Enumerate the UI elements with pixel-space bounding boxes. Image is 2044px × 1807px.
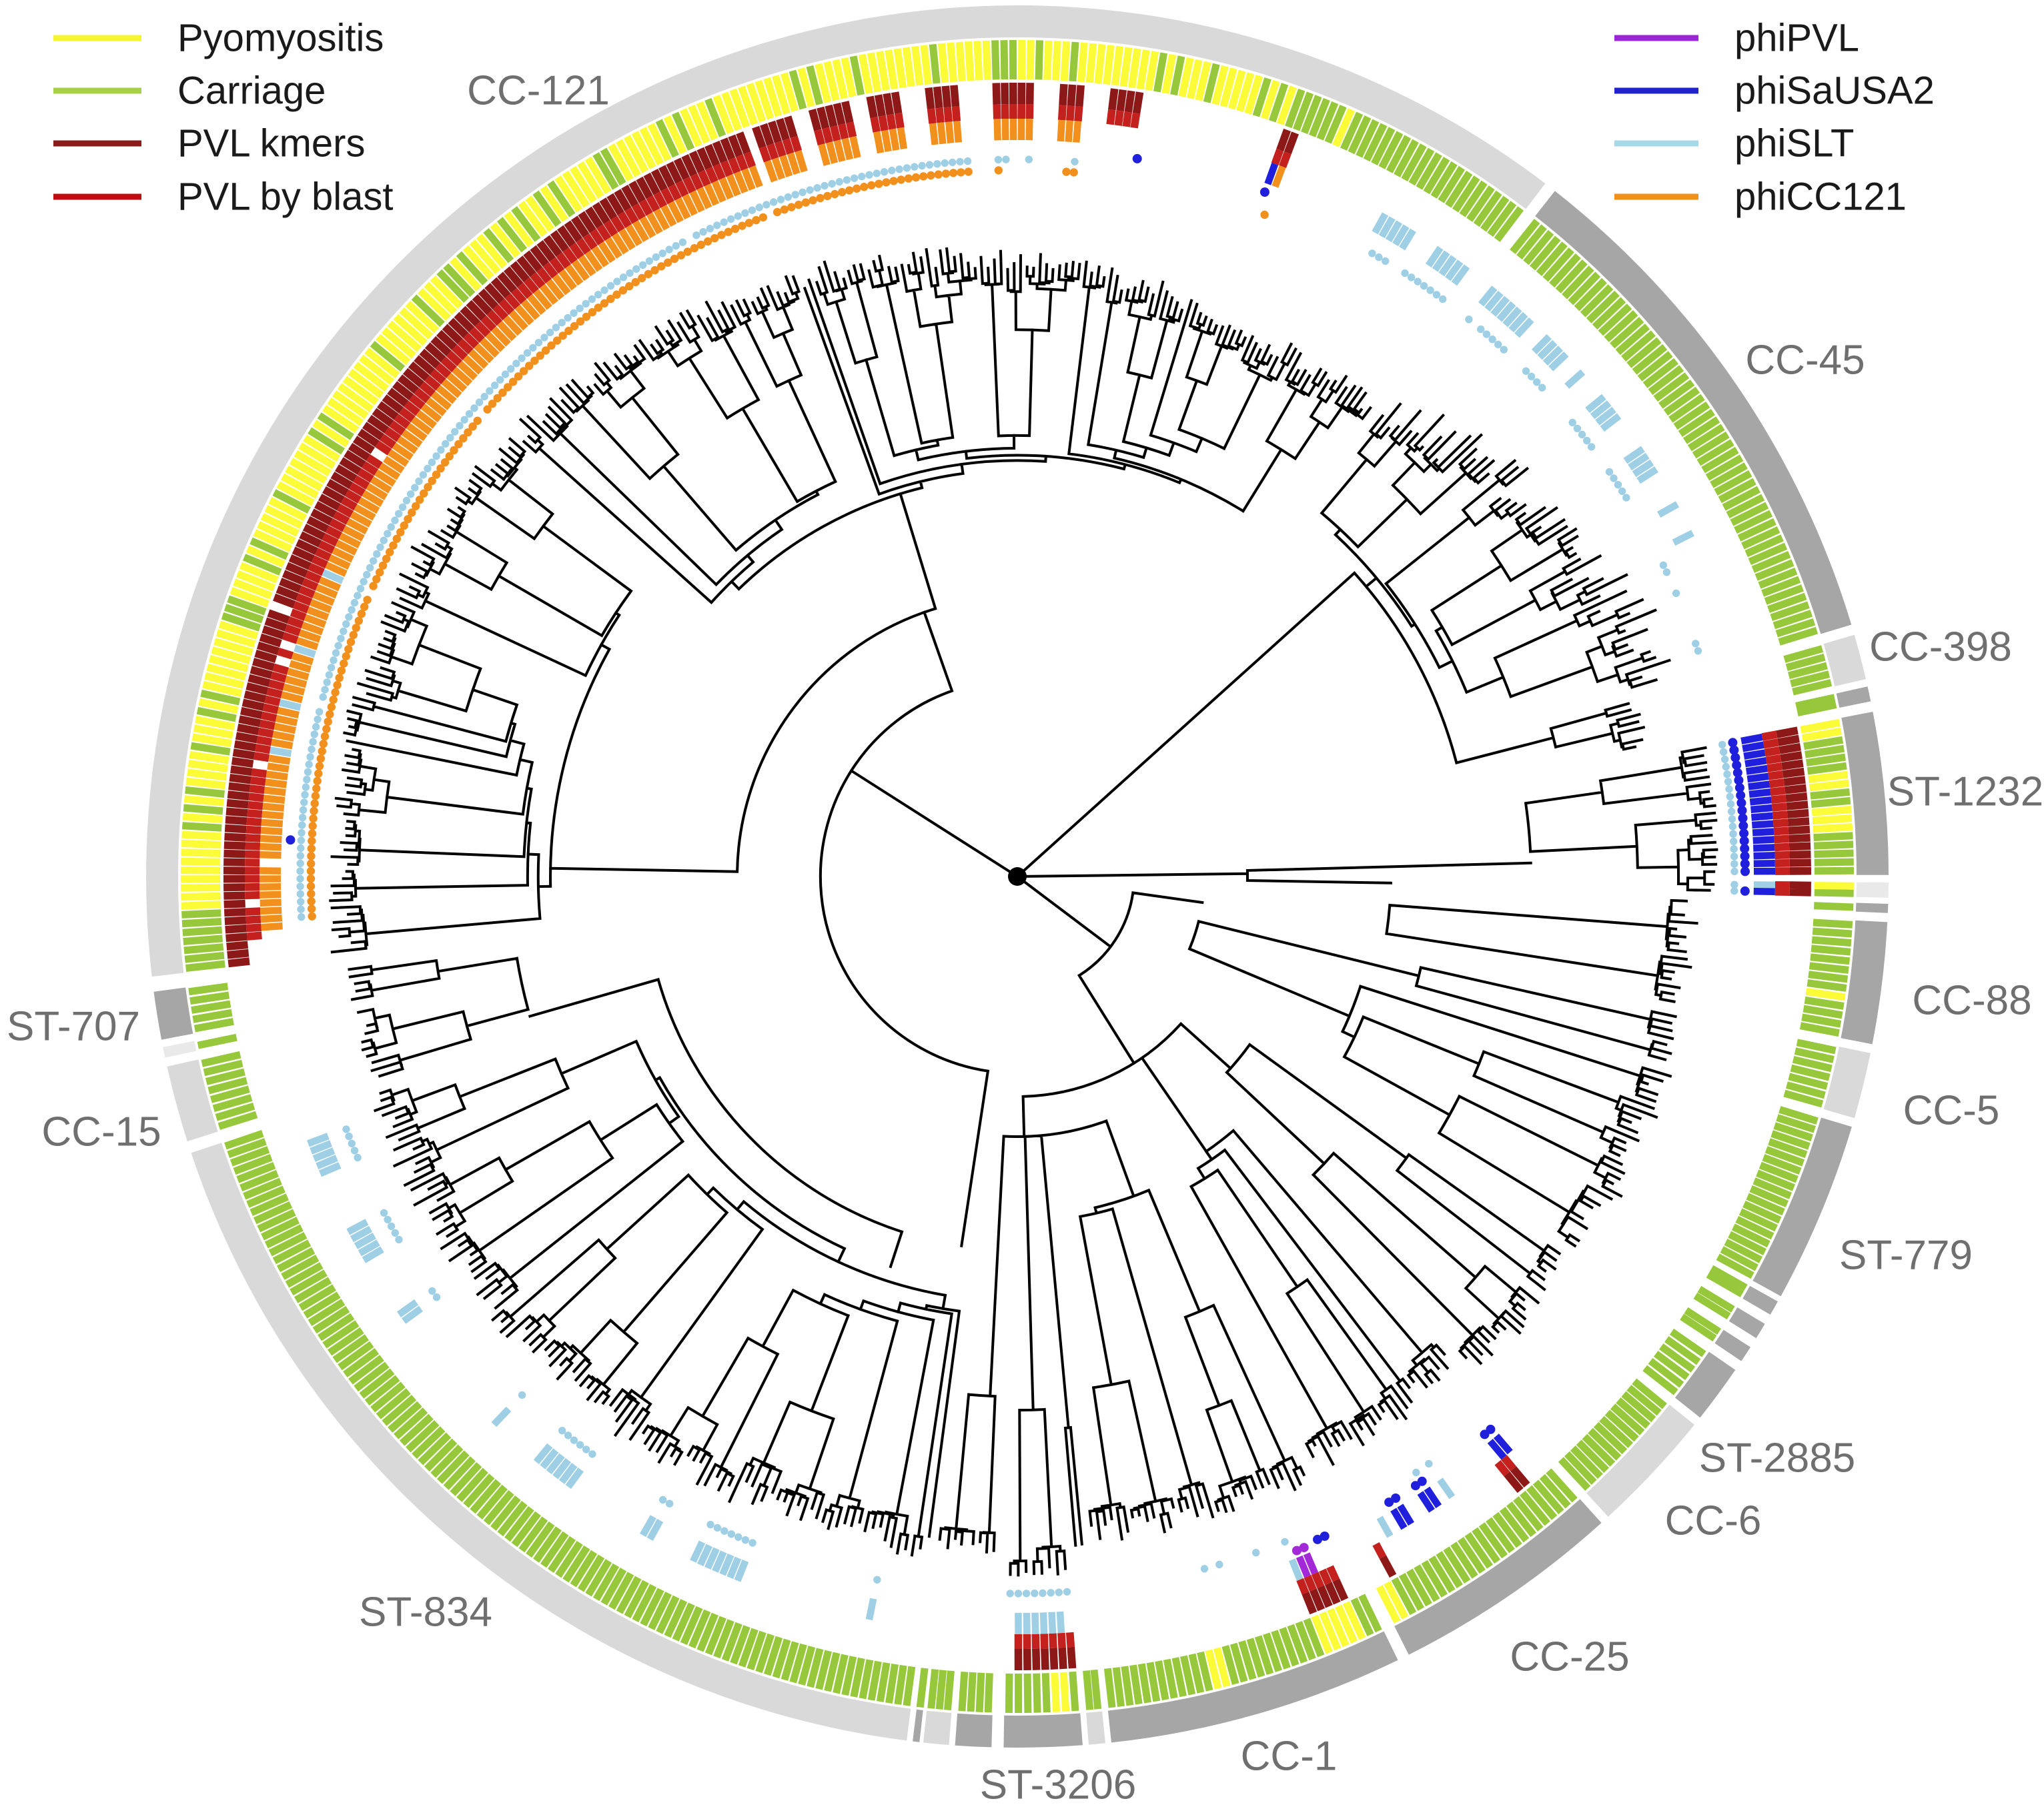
svg-text:CC-5: CC-5	[1903, 1088, 2000, 1134]
svg-text:ST-834: ST-834	[359, 1590, 492, 1636]
svg-text:PVL kmers: PVL kmers	[177, 122, 365, 165]
svg-text:Carriage: Carriage	[177, 69, 326, 113]
svg-text:phiCC121: phiCC121	[1734, 175, 1907, 219]
svg-text:CC-88: CC-88	[1912, 978, 2031, 1024]
svg-text:Pyomyositis: Pyomyositis	[177, 17, 384, 60]
svg-text:ST-779: ST-779	[1839, 1233, 1973, 1279]
svg-text:ST-1232: ST-1232	[1887, 769, 2043, 815]
svg-text:CC-15: CC-15	[41, 1109, 161, 1155]
svg-text:CC-398: CC-398	[1869, 624, 2012, 670]
svg-text:PVL by blast: PVL by blast	[177, 175, 393, 219]
svg-text:CC-1: CC-1	[1241, 1734, 1338, 1780]
svg-text:ST-707: ST-707	[7, 1004, 140, 1050]
svg-text:CC-45: CC-45	[1745, 338, 1865, 384]
svg-text:phiPVL: phiPVL	[1734, 17, 1859, 60]
svg-text:ST-2885: ST-2885	[1699, 1435, 1855, 1481]
svg-text:CC-6: CC-6	[1665, 1498, 1762, 1544]
svg-text:CC-121: CC-121	[467, 68, 610, 114]
svg-text:phiSLT: phiSLT	[1734, 122, 1854, 165]
svg-text:CC-25: CC-25	[1510, 1634, 1629, 1680]
svg-text:ST-3206: ST-3206	[980, 1762, 1136, 1804]
svg-text:phiSaUSA2: phiSaUSA2	[1734, 69, 1935, 113]
